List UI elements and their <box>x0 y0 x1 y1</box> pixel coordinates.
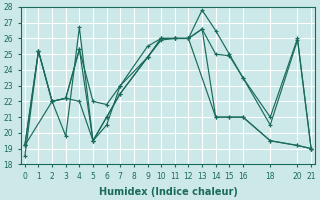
X-axis label: Humidex (Indice chaleur): Humidex (Indice chaleur) <box>99 187 237 197</box>
